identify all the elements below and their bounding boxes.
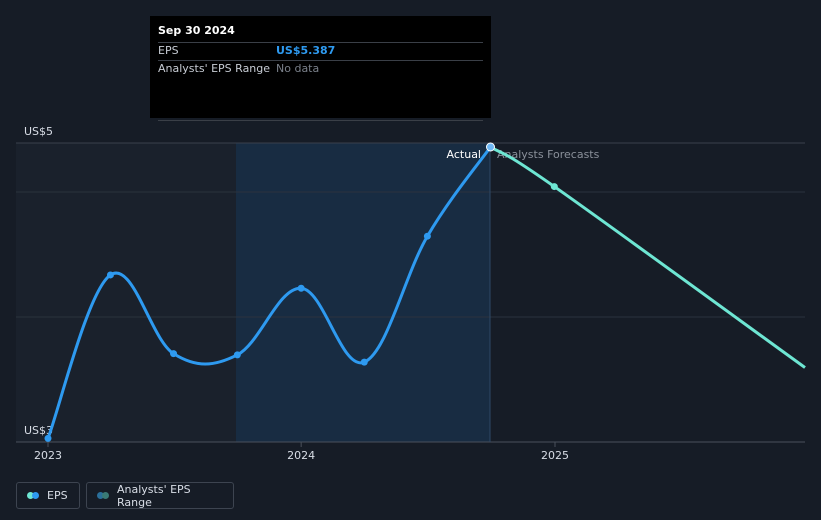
actual-eps-point[interactable]	[297, 284, 305, 292]
tooltip-row-eps: EPS US$5.387	[158, 42, 483, 60]
legend-dot	[97, 492, 104, 499]
recent-highlight	[236, 143, 490, 442]
hover-tooltip: Sep 30 2024 EPS US$5.387 Analysts' EPS R…	[150, 16, 491, 121]
legend-range-toggle[interactable]: Analysts' EPS Range	[86, 482, 234, 509]
x-tick-label: 2025	[541, 449, 569, 462]
actual-label: Actual	[447, 148, 481, 161]
y-top-label: US$5	[24, 125, 53, 138]
tooltip-divider	[158, 120, 483, 121]
actual-eps-point[interactable]	[170, 350, 178, 358]
legend-dot	[102, 492, 109, 499]
x-tick-label: 2023	[34, 449, 62, 462]
legend-range-label: Analysts' EPS Range	[117, 482, 191, 509]
data-points	[44, 142, 558, 442]
actual-eps-point[interactable]	[44, 434, 52, 442]
actual-eps-point[interactable]	[423, 232, 431, 240]
eps-legend-icon	[27, 492, 39, 499]
legend-eps-toggle[interactable]: EPS	[16, 482, 80, 509]
tooltip-range-label: Analysts' EPS Range	[158, 62, 271, 75]
tooltip-eps-value: US$5.387	[276, 44, 336, 57]
actual-eps-point[interactable]	[106, 271, 114, 279]
tooltip-range-value: No data	[276, 62, 320, 75]
forecast-label: Analysts Forecasts	[497, 148, 600, 161]
legend-dot	[27, 492, 34, 499]
past-shade	[16, 143, 236, 442]
legend-dot	[32, 492, 39, 499]
tooltip-eps-label: EPS	[158, 44, 179, 57]
selected-eps-point[interactable]	[485, 142, 495, 152]
forecast-eps-point[interactable]	[550, 183, 558, 191]
tooltip-date: Sep 30 2024	[158, 24, 235, 37]
tooltip-row-range: Analysts' EPS Range No data	[158, 60, 483, 78]
y-bottom-label: US$3	[24, 424, 53, 437]
x-axis-ticks: 2023 2024 2025	[34, 442, 569, 462]
actual-eps-point[interactable]	[360, 358, 368, 366]
forecast-eps-line	[489, 145, 806, 369]
legend-eps-label: EPS	[47, 489, 68, 502]
range-legend-icon	[97, 492, 109, 499]
x-tick-label: 2024	[287, 449, 315, 462]
actual-eps-point[interactable]	[233, 351, 241, 359]
